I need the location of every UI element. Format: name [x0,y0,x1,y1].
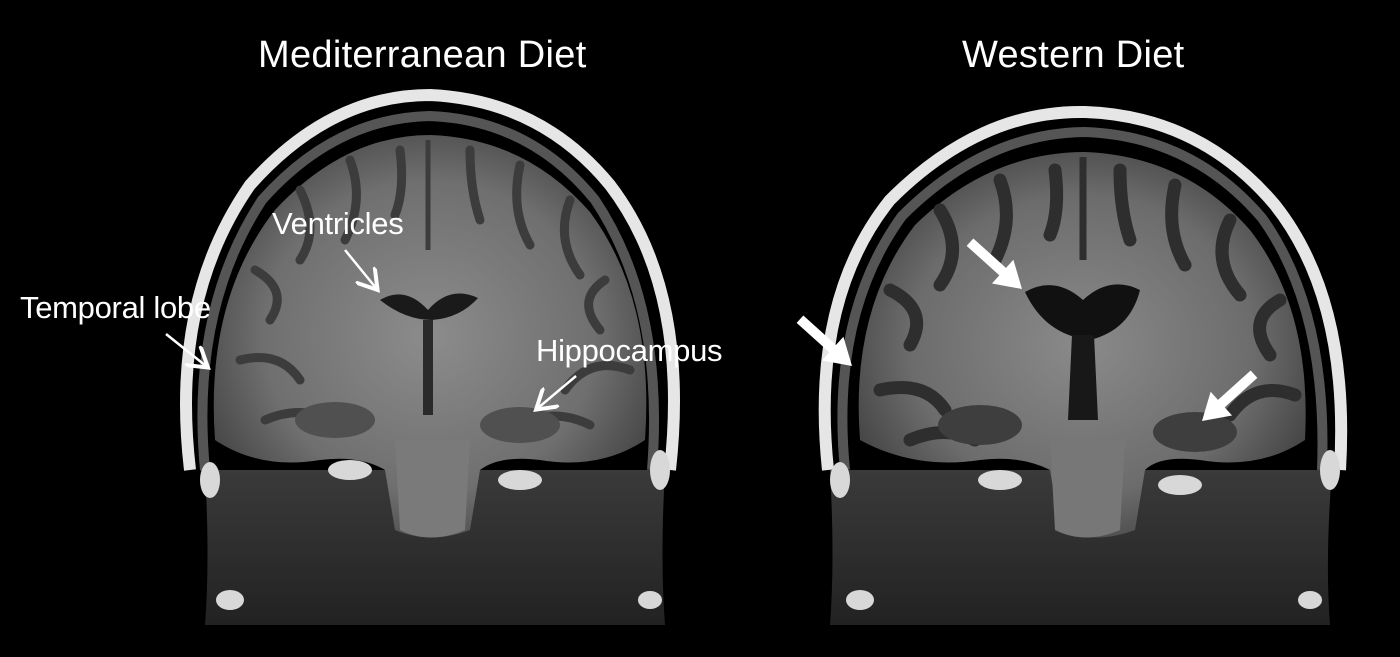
mediterranean-diet-panel: Mediterranean Diet Ventricles Temporal l… [20,34,723,625]
western-diet-title: Western Diet [962,34,1185,76]
mediterranean-mri-scan [180,88,680,625]
ventricles-label: Ventricles [272,206,404,241]
temporal-lobe-label: Temporal lobe [20,290,211,325]
mediterranean-diet-title: Mediterranean Diet [258,34,587,76]
hippocampus-label: Hippocampus [536,333,723,368]
western-diet-panel: Western Diet [700,0,1400,657]
western-mri-scan [818,105,1348,625]
